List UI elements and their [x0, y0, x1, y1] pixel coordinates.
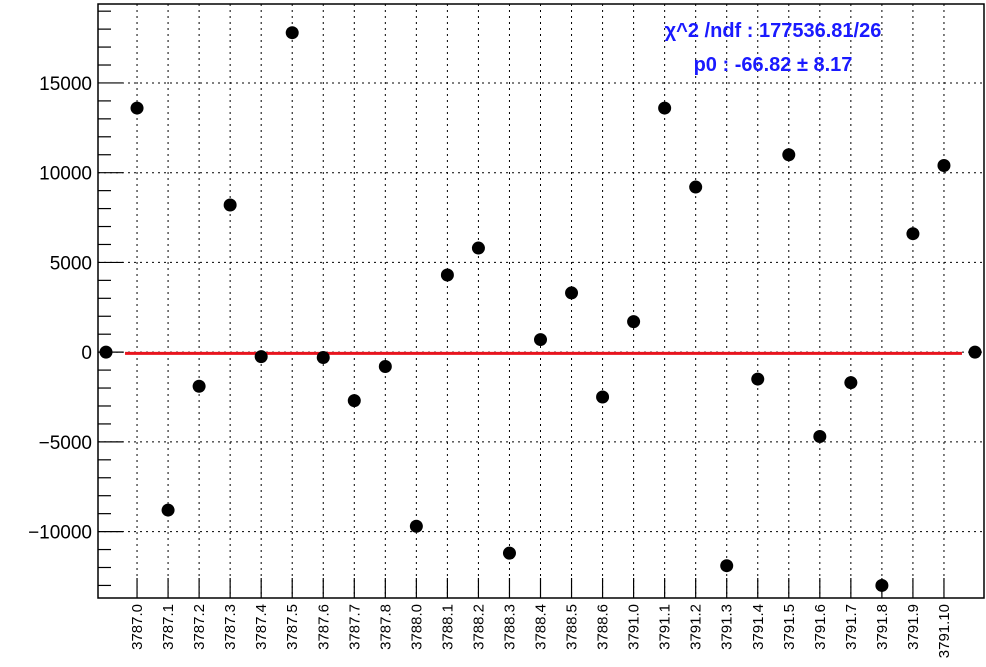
x-tick-label: 3788.5: [564, 604, 581, 650]
data-point: [689, 180, 703, 194]
data-point: [813, 429, 827, 443]
x-tick-label: 3788.1: [439, 604, 456, 650]
data-point: [658, 101, 672, 115]
x-tick-label: 3787.5: [284, 604, 301, 650]
chi2-ndf-label: χ^2 /ndf : 177536.81/26: [665, 20, 882, 42]
data-point: [627, 315, 641, 329]
y-tick-label: −10000: [28, 523, 92, 544]
data-point: [782, 148, 796, 162]
data-point: [751, 372, 765, 386]
data-point: [844, 376, 858, 390]
y-tick-label: 15000: [39, 74, 92, 95]
data-point: [471, 241, 485, 255]
data-point: [502, 546, 516, 560]
data-point: [906, 227, 920, 241]
x-tick-label: 3788.3: [501, 604, 518, 650]
x-tick-label: 3791.10: [936, 604, 953, 658]
data-point: [99, 345, 113, 359]
x-tick-label: 3788.6: [595, 604, 612, 650]
y-tick-label: −5000: [39, 433, 92, 454]
y-tick-label: 5000: [50, 253, 92, 274]
data-point: [254, 350, 268, 364]
x-tick-label: 3791.0: [626, 604, 643, 650]
fit-statistics-box: χ^2 /ndf : 177536.81/26 p0 : -66.82 ± 8.…: [665, 20, 882, 76]
x-tick-label: 3791.2: [688, 604, 705, 650]
data-point: [875, 578, 889, 592]
x-tick-label: 3791.9: [905, 604, 922, 650]
data-point: [316, 351, 330, 365]
x-tick-label: 3791.4: [750, 604, 767, 650]
x-tick-label: 3787.0: [129, 604, 146, 650]
data-point: [409, 519, 423, 533]
x-tick-label: 3791.5: [781, 604, 798, 650]
data-point: [937, 159, 951, 173]
axes: [97, 3, 985, 599]
data-points: [99, 26, 982, 592]
data-point: [596, 390, 610, 404]
x-tick-label: 3787.8: [377, 604, 394, 650]
data-point: [440, 268, 454, 282]
y-tick-label: 0: [81, 343, 92, 364]
data-point: [223, 198, 237, 212]
x-tick-label: 3791.3: [719, 604, 736, 650]
data-point: [534, 333, 547, 347]
x-tick-label: 3787.3: [222, 604, 239, 650]
data-point: [130, 101, 144, 115]
x-tick-label: 3791.1: [657, 604, 674, 650]
x-tick-label: 3791.7: [843, 604, 860, 650]
x-tick-label: 3791.8: [874, 604, 891, 650]
data-point: [285, 26, 299, 40]
x-tick-label: 3787.2: [191, 604, 208, 650]
data-point: [565, 286, 579, 300]
tick-labels: −10000 −5000 0 5000 10000 15000 3787.0 3787.1 37…: [28, 74, 953, 658]
x-tick-label: 3788.0: [408, 604, 425, 650]
y-tick-label: 10000: [39, 164, 92, 185]
data-point: [192, 379, 206, 393]
data-point: [720, 559, 734, 573]
data-point: [968, 345, 982, 359]
data-point: [347, 394, 361, 408]
x-tick-label: 3787.6: [315, 604, 332, 650]
grid: [98, 4, 984, 598]
x-tick-label: 3788.2: [470, 604, 487, 650]
data-point: [161, 503, 175, 517]
x-tick-label: 3791.6: [812, 604, 829, 650]
x-tick-label: 3788.4: [533, 604, 550, 650]
data-point: [378, 360, 392, 374]
x-tick-label: 3787.1: [160, 604, 177, 650]
x-tick-label: 3787.4: [253, 604, 270, 650]
x-tick-label: 3787.7: [346, 604, 363, 650]
p0-label: p0 : -66.82 ± 8.17: [694, 54, 853, 76]
